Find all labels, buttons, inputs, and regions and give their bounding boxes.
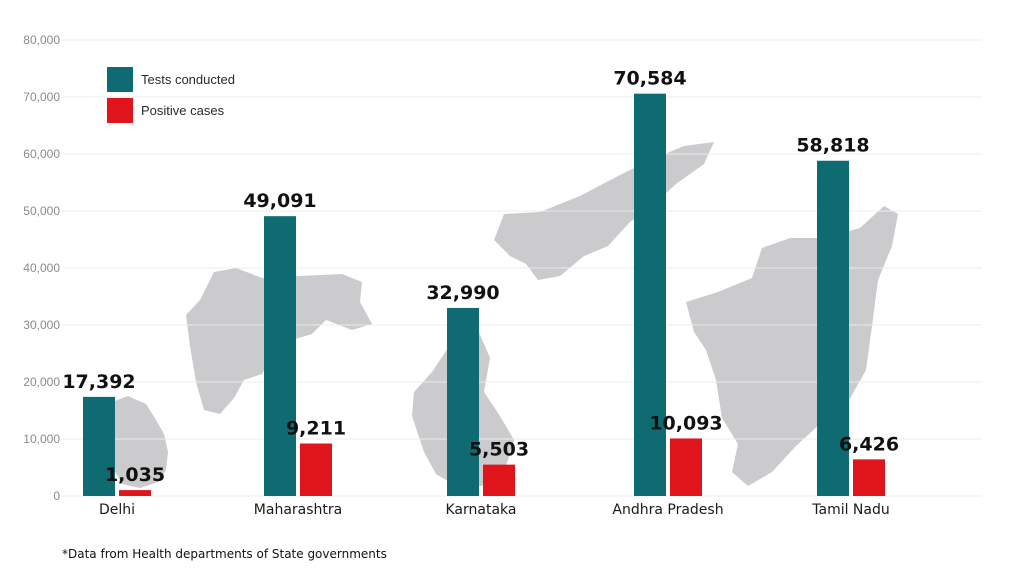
tests-bar — [817, 160, 849, 496]
positive-bar — [300, 443, 332, 496]
positive-bar — [119, 490, 151, 496]
y-axis-ticks: 0 10,000 20,000 30,000 40,000 50,000 60,000 70,… — [23, 33, 60, 503]
legend-swatch-positive — [107, 98, 133, 123]
legend-label-tests: Tests conducted — [141, 72, 235, 87]
bars — [83, 93, 885, 496]
y-tick-label: 0 — [53, 489, 60, 503]
legend: Tests conducted Positive cases — [107, 67, 235, 123]
y-tick-label: 80,000 — [23, 33, 60, 47]
y-tick-label: 70,000 — [23, 90, 60, 104]
x-tick-label: Karnataka — [446, 502, 517, 518]
x-tick-label: Delhi — [99, 502, 135, 518]
tests-value-label: 70,584 — [613, 68, 686, 90]
y-tick-label: 30,000 — [23, 318, 60, 332]
data-labels: 17,392 1,035 49,091 9,211 32,990 5,503 70,584 1… — [62, 68, 899, 486]
positive-value-label: 6,426 — [839, 433, 899, 455]
tests-value-label: 58,818 — [796, 135, 869, 157]
positive-value-label: 1,035 — [105, 464, 165, 486]
footnote: *Data from Health departments of State g… — [62, 547, 387, 561]
legend-swatch-tests — [107, 67, 133, 92]
positive-bar — [483, 464, 515, 496]
tests-bar — [264, 216, 296, 496]
tests-bar — [83, 396, 115, 496]
positive-value-label: 5,503 — [469, 439, 529, 461]
state-maps — [112, 142, 898, 488]
x-tick-label: Tamil Nadu — [811, 502, 890, 518]
tests-value-label: 49,091 — [243, 190, 316, 212]
y-tick-label: 20,000 — [23, 375, 60, 389]
positive-bar — [853, 459, 885, 496]
tests-bar — [634, 93, 666, 496]
tests-value-label: 17,392 — [62, 371, 135, 393]
y-tick-label: 60,000 — [23, 147, 60, 161]
positive-value-label: 9,211 — [286, 417, 346, 439]
positive-value-label: 10,093 — [649, 412, 722, 434]
tests-bar — [447, 307, 479, 496]
y-tick-label: 50,000 — [23, 204, 60, 218]
tests-value-label: 32,990 — [426, 282, 499, 304]
legend-label-positive: Positive cases — [141, 103, 225, 118]
delhi-map — [112, 396, 168, 488]
x-tick-label: Andhra Pradesh — [612, 502, 723, 518]
x-axis-ticks: Delhi Maharashtra Karnataka Andhra Pradesh T… — [99, 502, 890, 518]
y-tick-label: 40,000 — [23, 261, 60, 275]
x-tick-label: Maharashtra — [254, 502, 342, 518]
y-tick-label: 10,000 — [23, 432, 60, 446]
positive-bar — [670, 438, 702, 496]
